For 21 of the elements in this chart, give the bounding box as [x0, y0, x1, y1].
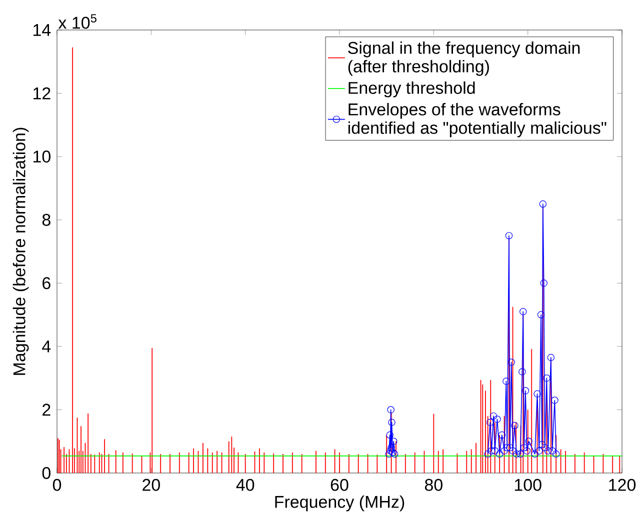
x-tick-label: 80: [424, 478, 442, 491]
y-tick-label: 4: [42, 340, 51, 352]
y-tick-label: 8: [42, 214, 50, 226]
legend-label: Energy threshold: [348, 81, 475, 98]
x-tick-label: 40: [236, 478, 254, 491]
x-tick-label: 120: [609, 478, 636, 491]
x-axis-title: Frequency (MHz): [275, 495, 404, 512]
text: x 10$^{5}$: [58, 14, 96, 29]
legend-label: Signal in the frequency domain (after thresholding): [348, 41, 580, 76]
x-tick-label: 0: [52, 478, 62, 491]
y-tick-label: 2: [42, 404, 50, 416]
y-tick-label: 6: [42, 277, 50, 290]
y-tick-label: 10: [34, 150, 50, 163]
legend-label: Envelopes of the waveforms identified as "potentially malicious": [348, 102, 606, 138]
x-tick-label: 60: [330, 478, 348, 491]
y-tick-label: 14: [34, 24, 51, 36]
x-tick-label: 20: [142, 478, 160, 491]
x-tick-label: 100: [514, 478, 542, 491]
y-tick-label: 12: [34, 87, 50, 100]
y-axis-title: Magnitude (before normalization): [12, 128, 29, 375]
y-tick-label: 0: [42, 466, 50, 480]
